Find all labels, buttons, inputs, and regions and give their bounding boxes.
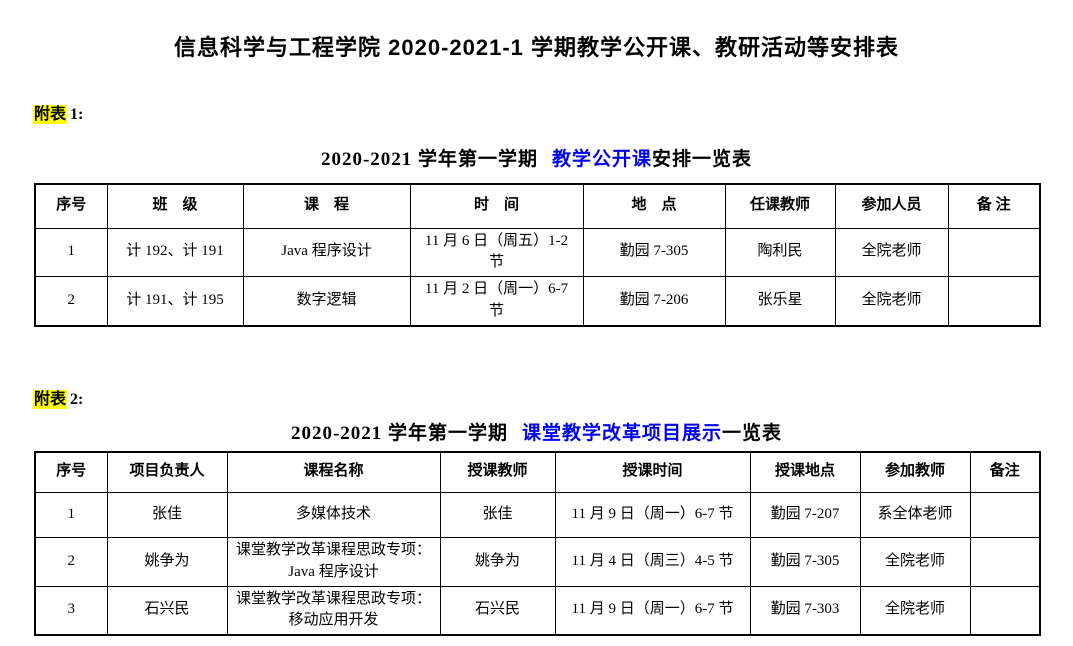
cell-lecture-time: 11 月 9 日（周一）6-7 节 [554, 585, 751, 636]
table2-subtitle: 2020-2021 学年第一学期 课堂教学改革项目展示一览表 [0, 418, 1073, 445]
col-header-lecture-location: 授课地点 [749, 451, 861, 493]
cell-course-name: 课堂教学改革课程思政专项：Java 程序设计 [226, 537, 441, 587]
col-header-participants: 参加人员 [834, 183, 949, 229]
cell-index: 2 [34, 276, 108, 326]
col-header-remarks: 备注 [969, 451, 1041, 493]
cell-location: 勤园 7-206 [582, 276, 726, 326]
table1-subtitle-suffix: 安排一览表 [652, 149, 753, 170]
cell-course: 数字逻辑 [242, 276, 411, 326]
cell-remarks [947, 227, 1041, 277]
table2-row-2: 2 姚争为 课堂教学改革课程思政专项：Java 程序设计 姚争为 11 月 4 … [34, 537, 1041, 587]
table2-row-1: 1 张佳 多媒体技术 张佳 11 月 9 日（周一）6-7 节 勤园 7-207… [34, 492, 1041, 538]
cell-lecture-location: 勤园 7-207 [749, 492, 861, 538]
cell-remarks [969, 585, 1041, 636]
cell-project-leader: 姚争为 [106, 537, 228, 587]
appendix1-label-highlight: 附表 [33, 105, 68, 124]
cell-course-name: 课堂教学改革课程思政专项：移动应用开发 [226, 585, 441, 636]
col-header-lecture-time: 授课时间 [554, 451, 751, 493]
col-header-project-leader: 项目负责人 [106, 451, 228, 493]
cell-course-name: 多媒体技术 [226, 492, 441, 538]
cell-lecturer: 石兴民 [439, 585, 556, 636]
col-header-class: 班 级 [106, 183, 244, 229]
cell-lecture-location: 勤园 7-303 [749, 585, 861, 636]
cell-participating-teachers: 全院老师 [859, 585, 971, 636]
cell-participating-teachers: 全院老师 [859, 537, 971, 587]
col-header-teacher: 任课教师 [724, 183, 836, 229]
cell-participants: 全院老师 [834, 276, 949, 326]
table2-subtitle-suffix: 一览表 [722, 422, 783, 444]
appendix2-label: 附表 2: [0, 385, 1073, 409]
table2-subtitle-prefix: 2020-2021 学年第一学期 [290, 422, 509, 444]
open-class-schedule-table: 序号 班 级 课 程 时 间 地 点 任课教师 参加人员 备 注 1 计 192… [34, 183, 1041, 327]
cell-course: Java 程序设计 [242, 227, 411, 277]
col-header-remarks: 备 注 [947, 183, 1041, 229]
cell-teacher: 陶利民 [724, 227, 836, 277]
col-header-time: 时 间 [409, 183, 584, 229]
col-header-course: 课 程 [242, 183, 411, 229]
col-header-course-name: 课程名称 [226, 451, 441, 493]
col-header-participating-teachers: 参加教师 [859, 451, 971, 493]
cell-remarks [969, 537, 1041, 587]
cell-remarks [969, 492, 1041, 538]
appendix2-label-number: 2: [70, 390, 84, 408]
cell-lecture-time: 11 月 4 日（周三）4-5 节 [554, 537, 751, 587]
cell-lecturer: 张佳 [439, 492, 556, 538]
cell-lecture-location: 勤园 7-305 [749, 537, 861, 587]
page-title: 信息科学与工程学院 2020-2021-1 学期教学公开课、教研活动等安排表 [174, 35, 899, 60]
cell-participants: 全院老师 [834, 227, 949, 277]
cell-time: 11 月 2 日（周一）6-7 节 [409, 276, 584, 326]
col-header-lecturer: 授课教师 [439, 451, 556, 493]
cell-lecturer: 姚争为 [439, 537, 556, 587]
appendix1-label: 附表 1: [0, 100, 1073, 124]
table1-row-1: 1 计 192、计 191 Java 程序设计 11 月 6 日（周五）1-2 … [34, 227, 1041, 277]
table2-subtitle-highlight: 课堂教学改革项目展示 [522, 422, 723, 444]
col-header-location: 地 点 [582, 183, 726, 229]
cell-time: 11 月 6 日（周五）1-2 节 [409, 227, 584, 277]
table1-header-row: 序号 班 级 课 程 时 间 地 点 任课教师 参加人员 备 注 [34, 183, 1041, 229]
cell-location: 勤园 7-305 [582, 227, 726, 277]
table1-subtitle-prefix: 2020-2021 学年第一学期 [320, 149, 539, 170]
appendix1-label-number: 1: [70, 106, 84, 123]
cell-class: 计 191、计 195 [106, 276, 244, 326]
table1-row-2: 2 计 191、计 195 数字逻辑 11 月 2 日（周一）6-7 节 勤园 … [34, 276, 1041, 326]
cell-teacher: 张乐星 [724, 276, 836, 326]
table2-header-row: 序号 项目负责人 课程名称 授课教师 授课时间 授课地点 参加教师 备注 [34, 451, 1041, 493]
cell-index: 2 [34, 537, 108, 587]
cell-index: 3 [34, 585, 108, 636]
cell-remarks [947, 276, 1041, 326]
reform-project-schedule-table: 序号 项目负责人 课程名称 授课教师 授课时间 授课地点 参加教师 备注 1 张… [34, 450, 1041, 636]
cell-index: 1 [34, 492, 108, 538]
col-header-index: 序号 [34, 451, 108, 493]
cell-project-leader: 张佳 [106, 492, 228, 538]
table1-subtitle: 2020-2021 学年第一学期 教学公开课安排一览表 [0, 144, 1073, 171]
cell-class: 计 192、计 191 [106, 227, 244, 277]
table2-row-3: 3 石兴民 课堂教学改革课程思政专项：移动应用开发 石兴民 11 月 9 日（周… [34, 585, 1041, 636]
cell-lecture-time: 11 月 9 日（周一）6-7 节 [554, 492, 751, 538]
appendix2-label-highlight: 附表 [33, 389, 68, 409]
cell-project-leader: 石兴民 [106, 585, 228, 636]
table1-subtitle-highlight: 教学公开课 [552, 149, 653, 170]
cell-participating-teachers: 系全体老师 [859, 492, 971, 538]
cell-index: 1 [34, 227, 108, 277]
col-header-index: 序号 [34, 183, 108, 229]
